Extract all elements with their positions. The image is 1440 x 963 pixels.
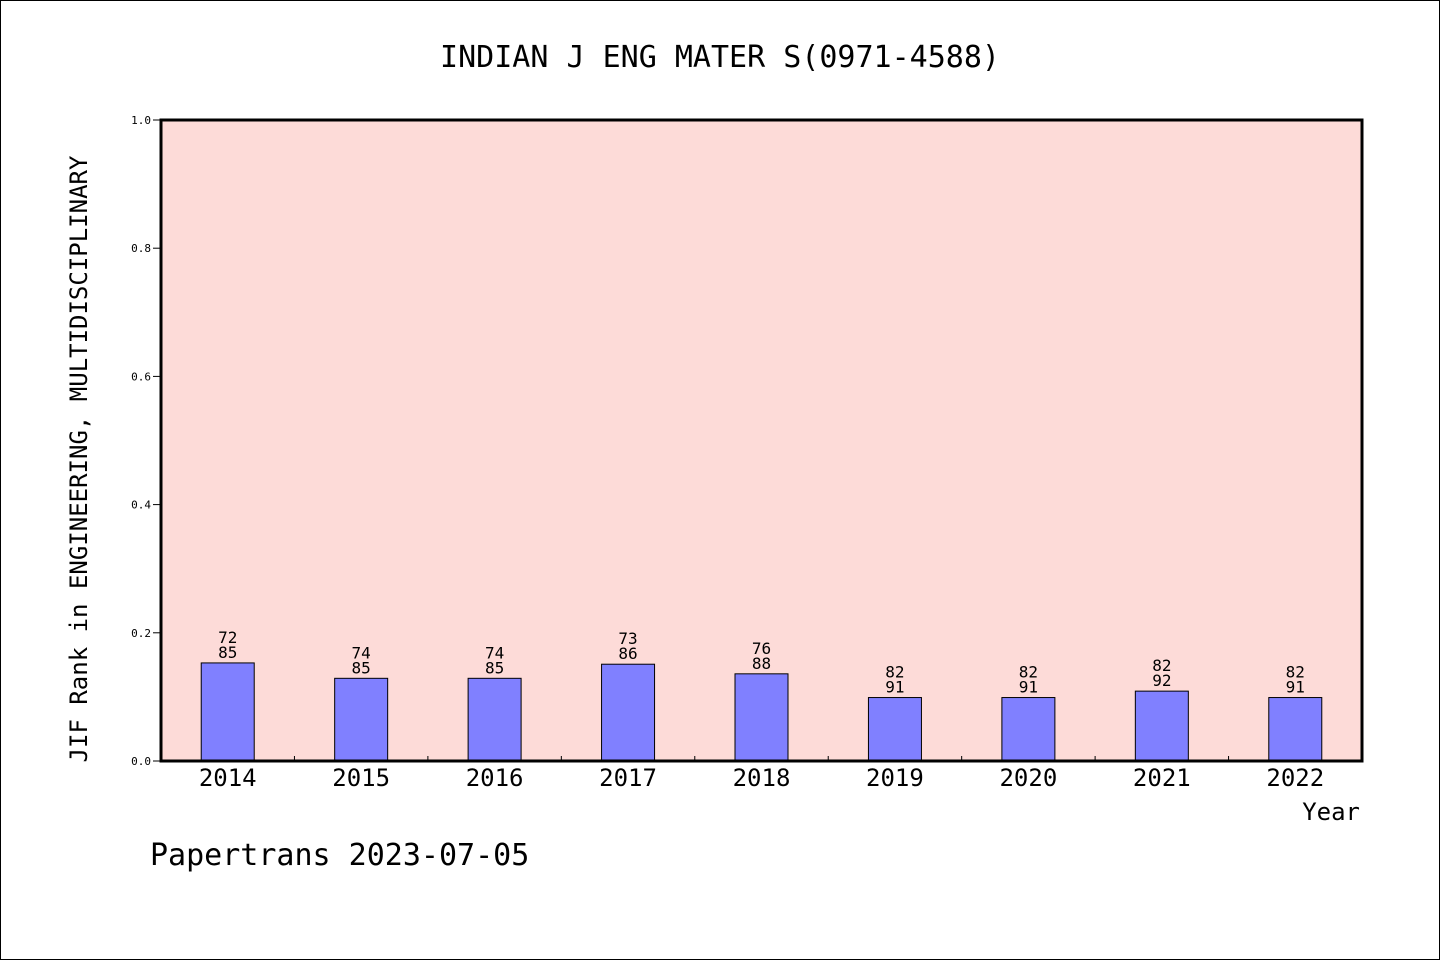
- x-tick-label: 2019: [866, 764, 924, 792]
- data-label-total: 91: [1286, 678, 1305, 697]
- data-label-rank: 74: [352, 643, 371, 662]
- bar-2022: [1268, 697, 1323, 762]
- data-label-total: 91: [885, 678, 904, 697]
- plot-area: [161, 120, 1362, 761]
- data-label-total: 85: [352, 658, 371, 677]
- bar-2018: [734, 673, 789, 762]
- x-tick-label: 2018: [733, 764, 791, 792]
- y-tick-label: 0.6: [131, 370, 151, 383]
- x-tick-label: 2016: [466, 764, 524, 792]
- bar-2017: [601, 663, 656, 762]
- bars: [200, 662, 1323, 762]
- y-tick-label: 0.8: [131, 242, 151, 255]
- footer-text: Papertrans 2023-07-05: [150, 838, 529, 873]
- bar-2020: [1001, 697, 1056, 762]
- bar-2019: [867, 697, 922, 762]
- x-tick-label: 2021: [1133, 764, 1191, 792]
- bar-2016: [467, 677, 522, 762]
- data-label-total: 85: [218, 643, 237, 662]
- y-tick-label: 0.4: [131, 499, 151, 512]
- x-axis-ticks: 2014 2015 2016 2017 2018 2019 2020 2021 2022: [199, 756, 1324, 792]
- bar-2021: [1134, 690, 1189, 762]
- data-label-rank: 73: [618, 629, 637, 648]
- data-label-rank: 76: [752, 639, 771, 658]
- data-label-total: 91: [1019, 678, 1038, 697]
- y-tick-label: 0.2: [131, 627, 151, 640]
- data-label-rank: 82: [1286, 663, 1305, 682]
- y-tick-label: 0.0: [131, 755, 151, 768]
- bar-2015: [334, 677, 389, 762]
- y-tick-label: 1.0: [131, 114, 151, 127]
- data-label-total: 88: [752, 654, 771, 673]
- data-label-total: 85: [485, 658, 504, 677]
- chart-title: INDIAN J ENG MATER S(0971-4588): [440, 40, 1000, 75]
- data-label-rank: 74: [485, 643, 504, 662]
- x-tick-label: 2022: [1266, 764, 1324, 792]
- data-label-rank: 82: [1152, 656, 1171, 675]
- plot-border: [159, 118, 1364, 763]
- bar-2014: [200, 662, 255, 762]
- x-tick-label: 2017: [599, 764, 657, 792]
- x-tick-label: 2015: [332, 764, 390, 792]
- x-axis-label: Year: [1302, 798, 1360, 826]
- x-tick-label: 2014: [199, 764, 257, 792]
- data-label-total: 86: [618, 644, 637, 663]
- y-axis-label: JIF Rank in ENGINEERING, MULTIDISCIPLINA…: [65, 155, 93, 762]
- y-axis-ticks: 0.0 0.2 0.4 0.6 0.8 1.0: [131, 114, 161, 768]
- data-label-rank: 82: [1019, 663, 1038, 682]
- data-label-total: 92: [1152, 671, 1171, 690]
- data-label-rank: 72: [218, 628, 237, 647]
- data-label-rank: 82: [885, 663, 904, 682]
- x-tick-label: 2020: [999, 764, 1057, 792]
